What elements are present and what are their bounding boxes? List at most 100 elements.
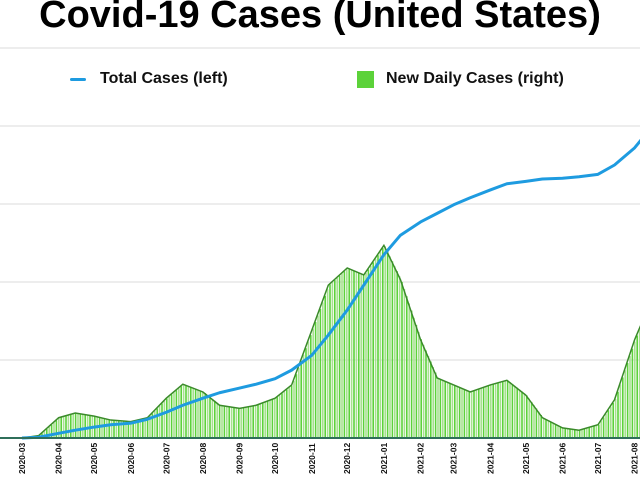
daily-cases-bar xyxy=(377,255,379,438)
daily-cases-bar xyxy=(211,398,214,438)
daily-cases-bar xyxy=(290,385,293,438)
daily-cases-bar xyxy=(511,383,514,438)
daily-cases-bar xyxy=(125,421,127,438)
daily-cases-bar xyxy=(324,295,326,438)
daily-cases-bar xyxy=(413,317,415,438)
daily-cases-bar xyxy=(598,424,600,438)
daily-cases-bar xyxy=(307,341,310,438)
daily-cases-bar xyxy=(74,413,77,438)
legend-line-swatch xyxy=(70,77,86,81)
daily-cases-bar xyxy=(305,348,307,438)
daily-cases-bar xyxy=(134,420,137,438)
daily-cases-bar xyxy=(302,354,305,438)
daily-cases-bar xyxy=(259,403,262,438)
daily-cases-bar xyxy=(70,414,72,438)
x-tick-label: 2021-07 xyxy=(593,443,603,474)
daily-cases-bar xyxy=(526,395,528,438)
daily-cases-bar xyxy=(456,386,458,438)
daily-cases-bar xyxy=(562,427,564,438)
daily-cases-bar xyxy=(552,422,554,438)
daily-cases-bar xyxy=(240,408,242,438)
daily-cases-bar xyxy=(293,380,295,438)
daily-cases-bar xyxy=(221,405,223,438)
daily-cases-bar xyxy=(233,407,235,438)
daily-cases-bar xyxy=(48,426,50,438)
daily-cases-bar xyxy=(281,393,283,438)
daily-cases-bar xyxy=(173,392,175,438)
daily-cases-bar xyxy=(437,377,439,438)
daily-cases-bar xyxy=(72,413,74,438)
daily-cases-bar xyxy=(403,289,406,438)
x-tick-label: 2020-10 xyxy=(270,443,280,474)
x-tick-label: 2020-06 xyxy=(126,443,136,474)
daily-cases-bar xyxy=(271,399,274,438)
daily-cases-bar xyxy=(77,413,79,438)
daily-cases-bar xyxy=(420,339,422,438)
daily-cases-bar xyxy=(84,414,86,438)
daily-cases-bar xyxy=(569,428,571,438)
daily-cases-bar xyxy=(389,256,391,438)
daily-cases-bar xyxy=(367,269,370,438)
daily-cases-bar xyxy=(432,367,434,438)
daily-cases-bar xyxy=(523,393,526,438)
daily-cases-bar xyxy=(473,390,475,438)
daily-cases-bar xyxy=(590,426,593,438)
daily-cases-bar xyxy=(466,390,468,438)
daily-cases-bar xyxy=(180,386,182,438)
daily-cases-bar xyxy=(634,341,636,438)
legend-box-swatch xyxy=(357,70,374,88)
daily-cases-bar xyxy=(336,277,338,438)
daily-cases-bar xyxy=(410,310,413,438)
daily-cases-bar xyxy=(624,370,626,438)
x-tick-label: 2021-04 xyxy=(485,443,495,474)
daily-cases-bar xyxy=(245,407,247,438)
daily-cases-bar xyxy=(490,385,492,438)
daily-cases-bar xyxy=(502,381,504,438)
daily-cases-bar xyxy=(118,420,120,438)
daily-cases-bar xyxy=(139,419,142,438)
daily-cases-bar xyxy=(444,381,446,438)
daily-cases-bar xyxy=(605,413,607,438)
daily-cases-bar xyxy=(593,426,595,438)
daily-cases-bar xyxy=(317,315,319,438)
daily-cases-bar xyxy=(533,405,535,438)
daily-cases-bar xyxy=(636,335,638,438)
daily-cases-bar xyxy=(106,418,108,438)
daily-cases-bar xyxy=(458,387,461,438)
daily-cases-bar xyxy=(163,400,166,438)
daily-cases-bar xyxy=(595,425,598,438)
daily-cases-bar xyxy=(382,248,384,438)
daily-cases-bar xyxy=(194,388,197,438)
daily-cases-bar xyxy=(67,415,70,438)
daily-cases-bar xyxy=(360,273,362,438)
legend-label: Total Cases (left) xyxy=(100,70,228,87)
daily-cases-bar xyxy=(358,272,360,438)
daily-cases-bar xyxy=(55,420,58,438)
daily-cases-bar xyxy=(161,403,163,438)
daily-cases-bar xyxy=(550,421,552,438)
daily-cases-bar xyxy=(199,390,202,438)
daily-cases-bar xyxy=(446,382,449,438)
daily-cases-bar xyxy=(559,426,562,438)
daily-cases-bar xyxy=(154,410,156,438)
daily-cases-bar xyxy=(362,274,365,438)
daily-cases-bar xyxy=(266,401,269,438)
daily-cases-bar xyxy=(619,384,622,438)
x-tick-label: 2021-02 xyxy=(416,443,426,474)
daily-cases-bar xyxy=(485,386,487,438)
daily-cases-bar xyxy=(322,302,324,438)
daily-cases-bar xyxy=(187,386,190,438)
daily-cases-bar xyxy=(223,405,226,438)
x-tick-label: 2021-06 xyxy=(557,443,567,474)
daily-cases-bar xyxy=(631,348,634,438)
daily-cases-bar xyxy=(514,385,516,438)
daily-cases-bar xyxy=(372,262,374,438)
x-tick-label: 2021-05 xyxy=(521,443,531,474)
daily-cases-bar xyxy=(540,415,542,438)
daily-cases-bar xyxy=(386,251,389,438)
daily-cases-bar xyxy=(506,380,509,438)
daily-cases-bar xyxy=(50,424,53,438)
x-tick-label: 2021-01 xyxy=(379,443,389,474)
daily-cases-bar xyxy=(82,414,84,438)
daily-cases-bar xyxy=(530,401,533,438)
